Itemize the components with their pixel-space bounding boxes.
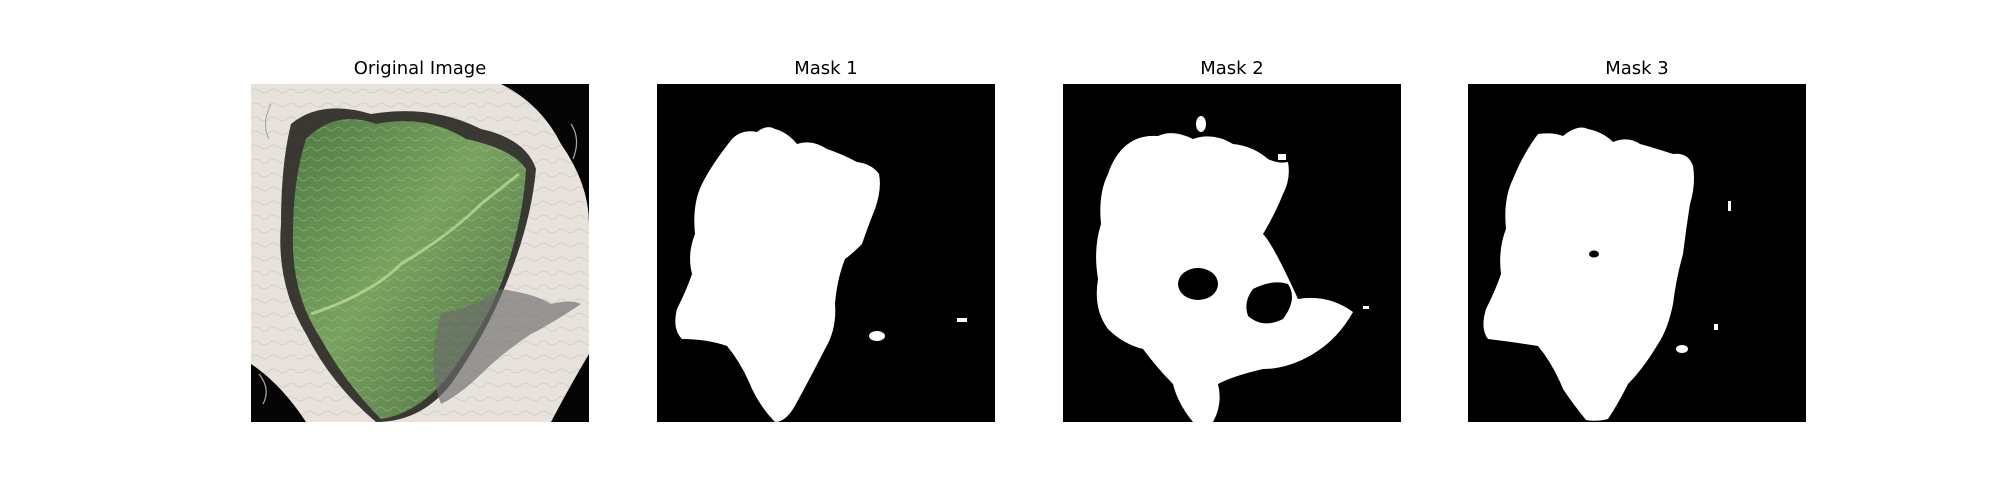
panel-title: Mask 3 [1605, 58, 1669, 79]
mask-3-region [1483, 127, 1694, 421]
shadow-shape [433, 289, 581, 404]
panel-title: Mask 1 [794, 58, 858, 79]
mask-1-image [657, 84, 995, 422]
mask-2-image [1063, 84, 1401, 422]
mask-2-region [1096, 133, 1353, 422]
panel-title: Mask 2 [1200, 58, 1264, 79]
mask-1-region [675, 127, 880, 422]
mask-3-image [1468, 84, 1806, 422]
original-image [251, 84, 589, 422]
panel-title: Original Image [353, 58, 487, 79]
